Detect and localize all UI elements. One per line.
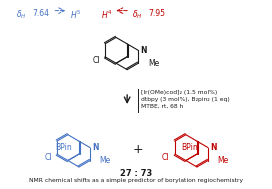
Text: Me: Me [148, 59, 159, 68]
Text: Me: Me [100, 156, 111, 165]
Text: MTBE, rt, 68 h: MTBE, rt, 68 h [141, 104, 183, 109]
Text: Cl: Cl [92, 56, 100, 65]
Text: Cl: Cl [44, 153, 52, 162]
Text: $H^4$: $H^4$ [101, 9, 112, 21]
Text: BPin: BPin [56, 143, 72, 152]
Text: NMR chemical shifts as a simple predictor of borylation regiochemistry: NMR chemical shifts as a simple predicto… [29, 178, 243, 183]
Text: N: N [141, 46, 147, 55]
Text: 7.95: 7.95 [149, 9, 166, 18]
Text: $\delta_H$: $\delta_H$ [16, 9, 27, 21]
Text: dtbpy (3 mol%), B₂pin₂ (1 eq): dtbpy (3 mol%), B₂pin₂ (1 eq) [141, 97, 230, 102]
Text: $H^5$: $H^5$ [70, 9, 81, 21]
Text: 7.64: 7.64 [33, 9, 50, 18]
Text: +: + [133, 143, 143, 156]
Text: N: N [210, 143, 217, 152]
Text: 27 : 73: 27 : 73 [120, 170, 152, 178]
Text: BPin: BPin [181, 143, 198, 152]
Text: [Ir(OMe)cod]₂ (1.5 mol%): [Ir(OMe)cod]₂ (1.5 mol%) [141, 90, 217, 95]
Text: Me: Me [218, 156, 229, 165]
Text: $\delta_H$: $\delta_H$ [132, 9, 143, 21]
Text: Cl: Cl [162, 153, 170, 162]
Text: N: N [92, 143, 99, 152]
